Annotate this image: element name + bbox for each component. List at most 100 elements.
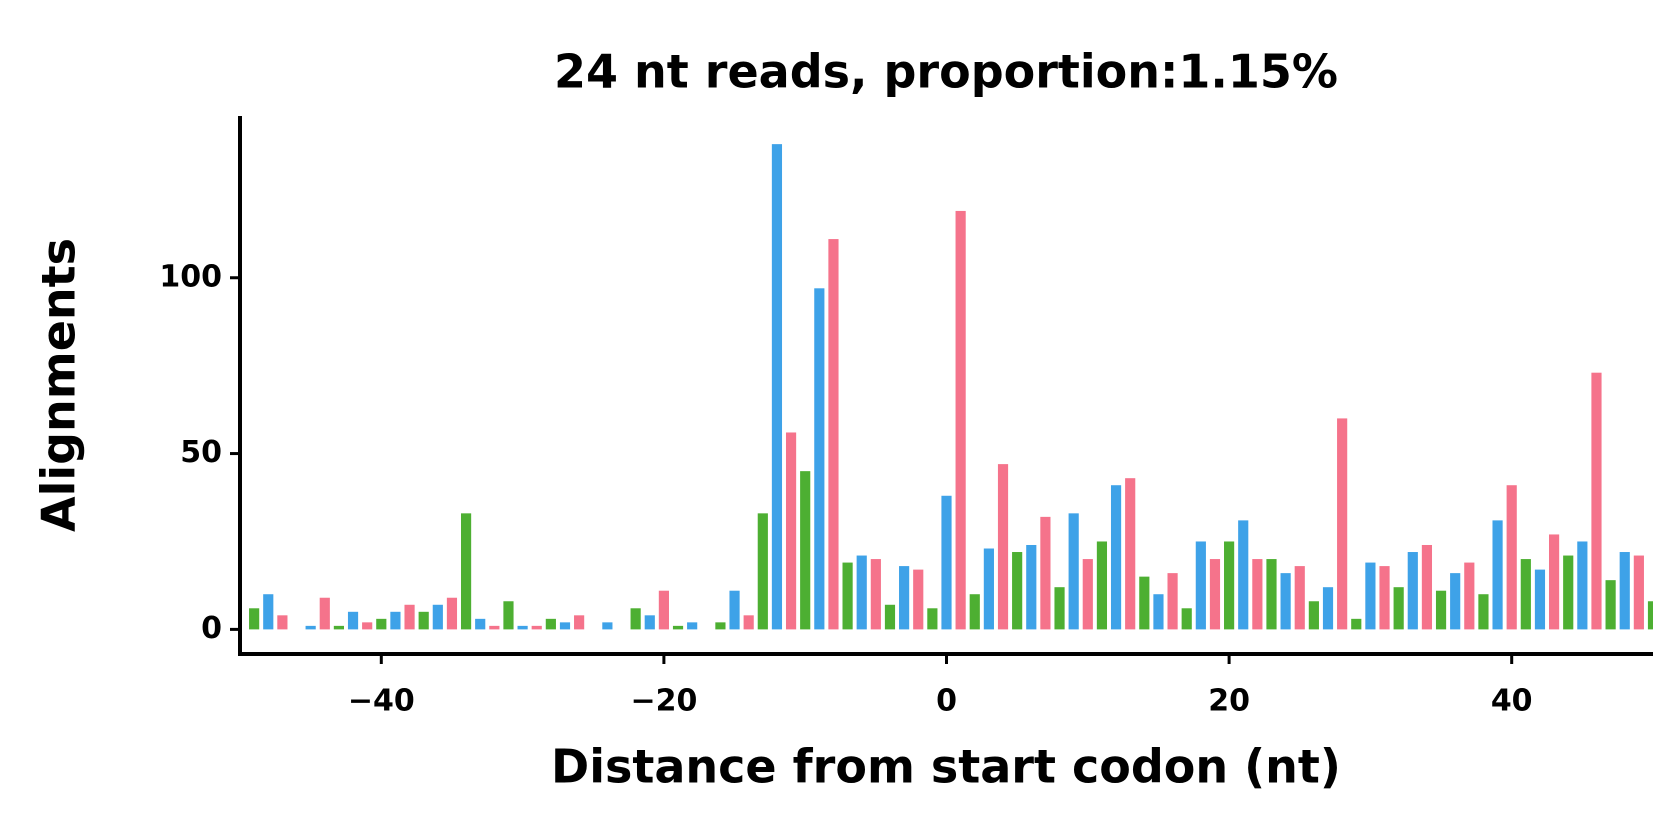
bar bbox=[1337, 418, 1348, 630]
bar bbox=[997, 464, 1009, 630]
x-axis-label: Distance from start codon (nt) bbox=[551, 740, 1341, 794]
bar bbox=[305, 625, 316, 630]
bar bbox=[475, 618, 486, 630]
bar bbox=[376, 618, 387, 630]
bar bbox=[1181, 608, 1192, 630]
bar bbox=[1492, 520, 1503, 630]
bar bbox=[1379, 566, 1390, 630]
bar bbox=[263, 594, 274, 630]
bar bbox=[1110, 485, 1122, 630]
bar bbox=[333, 625, 344, 630]
bar bbox=[1577, 541, 1588, 630]
bar bbox=[1054, 587, 1065, 630]
bar bbox=[687, 622, 698, 630]
bar bbox=[559, 622, 571, 630]
bar bbox=[672, 625, 684, 630]
bar bbox=[1506, 485, 1517, 630]
bar bbox=[941, 495, 952, 630]
bar bbox=[602, 622, 613, 630]
bar bbox=[1252, 559, 1263, 630]
bar bbox=[715, 622, 726, 630]
bar bbox=[1096, 541, 1108, 630]
bar bbox=[432, 604, 443, 630]
bar bbox=[800, 471, 811, 630]
bar bbox=[983, 548, 994, 630]
bar bbox=[531, 625, 542, 630]
bar bbox=[870, 559, 881, 630]
bar bbox=[1139, 576, 1150, 630]
y-tick-label: 50 bbox=[180, 435, 222, 470]
bar bbox=[1365, 562, 1376, 630]
bar bbox=[1238, 520, 1249, 630]
bar bbox=[743, 615, 754, 630]
bar bbox=[517, 625, 528, 630]
bar bbox=[1633, 555, 1644, 630]
bar bbox=[842, 562, 853, 630]
bar bbox=[404, 604, 415, 630]
x-tick-label: 0 bbox=[936, 684, 957, 719]
bar bbox=[1421, 544, 1433, 630]
bar bbox=[1450, 573, 1461, 630]
bar bbox=[1082, 559, 1093, 630]
bar bbox=[1153, 594, 1164, 630]
bar bbox=[1026, 544, 1037, 630]
bar bbox=[1647, 601, 1653, 630]
bar bbox=[446, 597, 458, 630]
bar bbox=[1294, 566, 1305, 630]
bar bbox=[1040, 516, 1051, 630]
x-tick-label: −40 bbox=[348, 684, 415, 719]
bar bbox=[1012, 552, 1023, 630]
bar bbox=[1125, 478, 1136, 630]
bar bbox=[545, 618, 556, 630]
bar bbox=[418, 611, 429, 630]
bar bbox=[1591, 372, 1602, 630]
bar bbox=[347, 611, 359, 630]
bar bbox=[828, 239, 839, 630]
bar bbox=[1195, 541, 1206, 630]
bars bbox=[249, 144, 1653, 630]
bar bbox=[927, 608, 938, 630]
bar bbox=[955, 210, 966, 630]
bar bbox=[1209, 559, 1221, 630]
bar bbox=[1605, 580, 1616, 630]
y-axis-label: Alignments bbox=[32, 238, 86, 532]
bar bbox=[1224, 541, 1235, 630]
bar bbox=[1351, 618, 1362, 630]
bar bbox=[729, 590, 740, 630]
x-tick-label: 20 bbox=[1208, 684, 1250, 719]
bar bbox=[1308, 601, 1319, 630]
bar bbox=[1393, 587, 1404, 630]
bar bbox=[658, 590, 669, 630]
chart-title: 24 nt reads, proportion:1.15% bbox=[554, 45, 1338, 99]
y-tick-label: 100 bbox=[159, 259, 222, 294]
bar bbox=[1464, 562, 1475, 630]
bar bbox=[644, 615, 655, 630]
bar bbox=[1549, 534, 1560, 630]
x-tick-label: 40 bbox=[1491, 684, 1533, 719]
x-tick-label: −20 bbox=[630, 684, 697, 719]
bar bbox=[1068, 513, 1079, 630]
bar bbox=[1407, 552, 1418, 630]
bar bbox=[489, 625, 500, 630]
bar bbox=[913, 569, 924, 630]
bar bbox=[1563, 555, 1574, 630]
bar bbox=[899, 566, 910, 630]
bar bbox=[390, 611, 401, 630]
bar bbox=[1167, 573, 1178, 630]
bar bbox=[630, 608, 641, 630]
bar bbox=[884, 604, 896, 630]
bar bbox=[460, 513, 472, 630]
bar bbox=[1435, 590, 1447, 630]
bar bbox=[1266, 559, 1277, 630]
bar bbox=[574, 615, 585, 630]
bar bbox=[1520, 559, 1531, 630]
bar bbox=[503, 601, 514, 630]
bar bbox=[771, 144, 783, 630]
bar bbox=[319, 597, 330, 630]
bar bbox=[856, 555, 867, 630]
bar bbox=[1280, 573, 1291, 630]
bar bbox=[1478, 594, 1489, 630]
bar bbox=[814, 288, 825, 630]
bar bbox=[969, 594, 980, 630]
